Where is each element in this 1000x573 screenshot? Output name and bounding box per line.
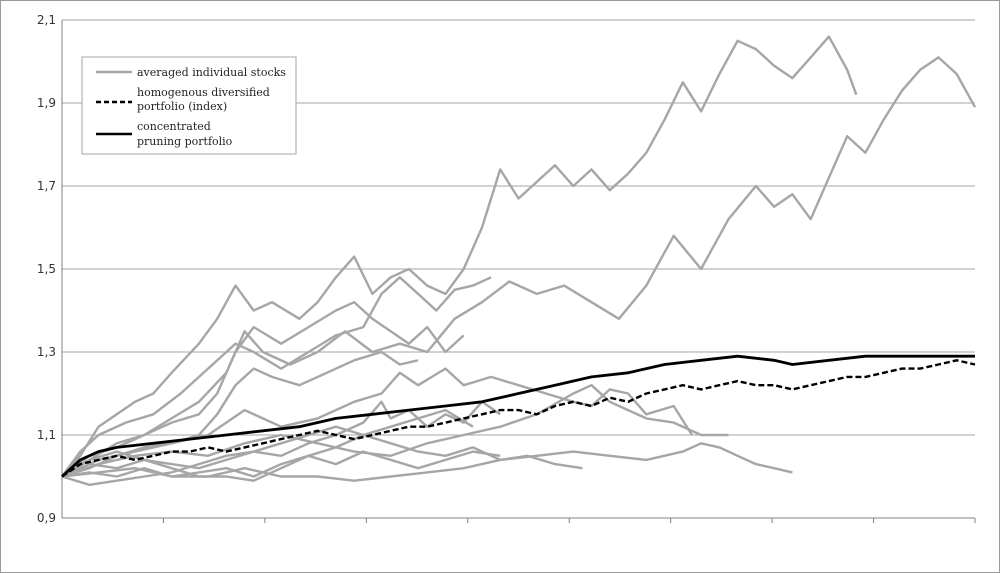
stock-series-line-4 (61, 301, 465, 478)
stock-series-line-11 (61, 408, 474, 478)
y-tick-label: 1,3 (37, 345, 56, 359)
stock-series-line-12 (61, 450, 501, 482)
axes: 0,9 1,1 1,3 1,5 1,7 1,9 2,1 (37, 13, 976, 525)
legend-label-pruning-line2: pruning portfolio (137, 135, 233, 148)
legend-label-index-line2: portfolio (index) (137, 100, 227, 113)
legend-label-stocks: averaged individual stocks (137, 66, 286, 79)
y-tick-label: 0,9 (37, 511, 56, 525)
stock-series-line-6 (61, 367, 694, 478)
stock-series-line-1 (61, 35, 858, 478)
legend: averaged individual stocks homogenous di… (81, 56, 297, 155)
pruning-series-line (61, 354, 975, 478)
legend-label-index-line1: homogenous diversified (137, 86, 270, 99)
y-tick-label: 1,5 (37, 262, 56, 276)
legend-label-pruning-line1: concentrated (137, 120, 211, 133)
y-tick-label: 1,9 (37, 96, 56, 110)
y-tick-label: 1,1 (37, 428, 56, 442)
stock-series-line-7 (61, 384, 729, 478)
series-lines (61, 35, 977, 486)
stock-series-line-8 (61, 442, 793, 482)
y-tick-label: 2,1 (37, 13, 56, 27)
index-series-line (61, 359, 976, 478)
stock-series-line-3 (61, 276, 492, 478)
y-tick-label: 1,7 (37, 179, 56, 193)
stock-series-line-9 (61, 425, 583, 486)
